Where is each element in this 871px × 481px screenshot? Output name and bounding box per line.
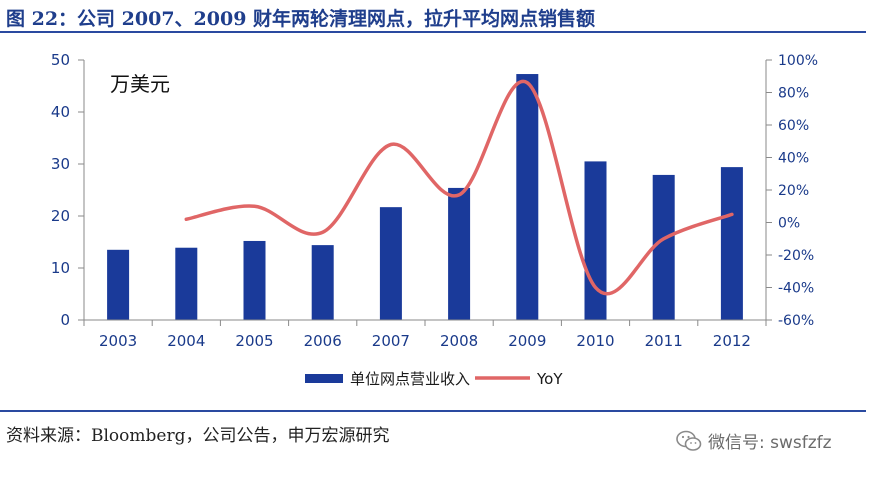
unit-label: 万美元 — [110, 72, 170, 96]
wechat-label: 微信号: swsfzfz — [708, 433, 832, 453]
title-divider — [0, 31, 866, 33]
y-left-tick-label: 30 — [51, 155, 70, 173]
x-tick-label-2003: 2003 — [99, 332, 137, 350]
yoy-line — [184, 79, 734, 296]
x-tick-label-2006: 2006 — [304, 332, 342, 350]
bar-2008 — [448, 187, 471, 320]
y-left-tick-label: 20 — [51, 207, 70, 225]
chart-area: 2003 2004 2005 2006 2007 2008 2009 2010 2011 2012… — [51, 51, 818, 388]
x-tick-label-2009: 2009 — [508, 332, 546, 350]
x-tick-label-2004: 2004 — [167, 332, 205, 350]
axes-group — [78, 59, 772, 326]
bar-2010 — [584, 161, 607, 320]
y-left-tick-label: 10 — [51, 259, 70, 277]
y-left-tick-label: 40 — [51, 103, 70, 121]
y-right-tick-label: 60% — [778, 118, 809, 134]
x-tick-label-2007: 2007 — [372, 332, 410, 350]
legend: 单位网点营业收入 YoY — [305, 370, 563, 388]
y-right-tick-label: 20% — [778, 183, 809, 199]
wechat-icon — [676, 430, 702, 451]
bar-2007 — [379, 207, 402, 320]
wechat-watermark: 微信号: swsfzfz — [676, 428, 832, 453]
x-tick-label-2011: 2011 — [645, 332, 683, 350]
legend-swatch-bar — [305, 374, 343, 383]
bar-2011 — [652, 174, 675, 320]
y-right-tick-label: -20% — [778, 248, 814, 264]
bar-2003 — [107, 249, 130, 320]
x-tick-label-2010: 2010 — [576, 332, 614, 350]
x-tick-label-2008: 2008 — [440, 332, 478, 350]
y-right-tick-label: 40% — [778, 151, 809, 167]
legend-label-line: YoY — [536, 370, 563, 388]
y-right-tick-label: -40% — [778, 281, 814, 297]
bars-group — [107, 74, 743, 320]
source-note: 资料来源：Bloomberg，公司公告，申万宏源研究 — [6, 426, 390, 446]
y-right-tick-label: 0% — [778, 216, 800, 232]
bar-2009 — [516, 74, 539, 320]
bar-2004 — [175, 247, 198, 320]
footer-divider — [0, 410, 866, 412]
ticks-group: 2003 2004 2005 2006 2007 2008 2009 2010 2011 2012… — [51, 51, 818, 350]
y-left-tick-label: 0 — [60, 311, 70, 329]
bar-2012 — [720, 167, 743, 320]
bar-2006 — [311, 245, 334, 320]
y-right-tick-label: 100% — [778, 53, 818, 69]
x-tick-label-2012: 2012 — [713, 332, 751, 350]
x-tick-label-2005: 2005 — [235, 332, 273, 350]
chart-title: 图 22：公司 2007、2009 财年两轮清理网点，拉升平均网点销售额 — [6, 8, 596, 30]
bar-2005 — [243, 240, 266, 320]
y-right-tick-label: 80% — [778, 86, 809, 102]
y-right-tick-label: -60% — [778, 313, 814, 329]
legend-label-bar: 单位网点营业收入 — [350, 370, 470, 388]
y-left-tick-label: 50 — [51, 51, 70, 69]
